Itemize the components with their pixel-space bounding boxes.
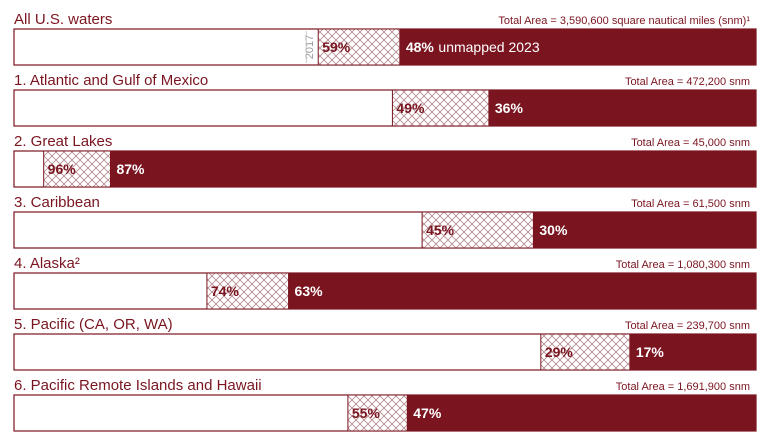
unmapped-2023-bar [488, 90, 756, 126]
pct-2023-label: 63% [295, 283, 324, 299]
pct-2017-label: 96% [48, 161, 77, 177]
pct-2017-label: 55% [352, 405, 381, 421]
year-2017-label: 2017 [304, 35, 316, 59]
total-area-label: Total Area = 472,200 snm [625, 76, 750, 88]
region-label: 5. Pacific (CA, OR, WA) [14, 316, 173, 333]
region-label: 2. Great Lakes [14, 133, 112, 150]
region-label: 3. Caribbean [14, 194, 100, 211]
unmapped-2017-bar [421, 211, 534, 249]
pct-2017-label: 45% [426, 222, 455, 238]
total-area-label: Total Area = 1,080,300 snm [616, 259, 750, 271]
total-area-label: Total Area = 61,500 snm [631, 198, 750, 210]
pct-2023-label: 17% [636, 344, 665, 360]
unmapped-2023-bar [399, 29, 756, 65]
pct-2017-label: 49% [396, 100, 425, 116]
region-label: 6. Pacific Remote Islands and Hawaii [14, 377, 262, 394]
total-area-label: Total Area = 1,691,900 snm [616, 381, 750, 393]
chart-row: 2. Great Lakes Total Area = 45,000 snm 96%… [13, 133, 757, 188]
unmapped-2023-bar [110, 151, 756, 187]
unmapped-2017-bar [43, 150, 111, 188]
unmapped-2017-bar [347, 394, 408, 432]
pct-2023-label: 47% [413, 405, 442, 421]
chart-row: 1. Atlantic and Gulf of Mexico Total Area… [13, 72, 757, 127]
pct-2017-label: 59% [322, 39, 351, 55]
unmapped-2017-bar [540, 333, 631, 371]
chart-row: 6. Pacific Remote Islands and Hawaii Tota… [13, 377, 757, 432]
unmapped-2023-bar [407, 395, 756, 431]
chart-row: All U.S. waters Total Area = 3,590,600 sq… [13, 11, 757, 66]
total-area-label: Total Area = 45,000 snm [631, 137, 750, 149]
chart-row: 3. Caribbean Total Area = 61,500 snm 45% 30… [13, 194, 757, 249]
region-label: 4. Alaska² [14, 255, 80, 272]
unmapped-2023-note: unmapped 2023 [438, 39, 539, 55]
unmapped-2017-bar [206, 272, 290, 310]
pct-2023-label: 87% [116, 161, 145, 177]
pct-2017-label: 74% [211, 283, 240, 299]
unmapped-2023-bar [533, 212, 756, 248]
pct-2023-label: 30% [539, 222, 568, 238]
pct-2023-label: 48% [406, 39, 435, 55]
region-label: 1. Atlantic and Gulf of Mexico [14, 72, 208, 89]
unmapped-2017-bar [317, 28, 401, 66]
unmapped-2023-bar [629, 334, 756, 370]
total-area-label: Total Area = 3,590,600 square nautical m… [498, 15, 750, 27]
region-label: All U.S. waters [14, 11, 112, 28]
chart-row: 4. Alaska² Total Area = 1,080,300 snm 74% 6… [13, 255, 757, 310]
unmapped-2023-bar [288, 273, 756, 309]
pct-2017-label: 29% [545, 344, 574, 360]
pct-2023-label: 36% [495, 100, 524, 116]
total-area-label: Total Area = 239,700 snm [625, 320, 750, 332]
unmapped-2017-bar [391, 89, 490, 127]
chart-row: 5. Pacific (CA, OR, WA) Total Area = 239,… [13, 316, 757, 371]
